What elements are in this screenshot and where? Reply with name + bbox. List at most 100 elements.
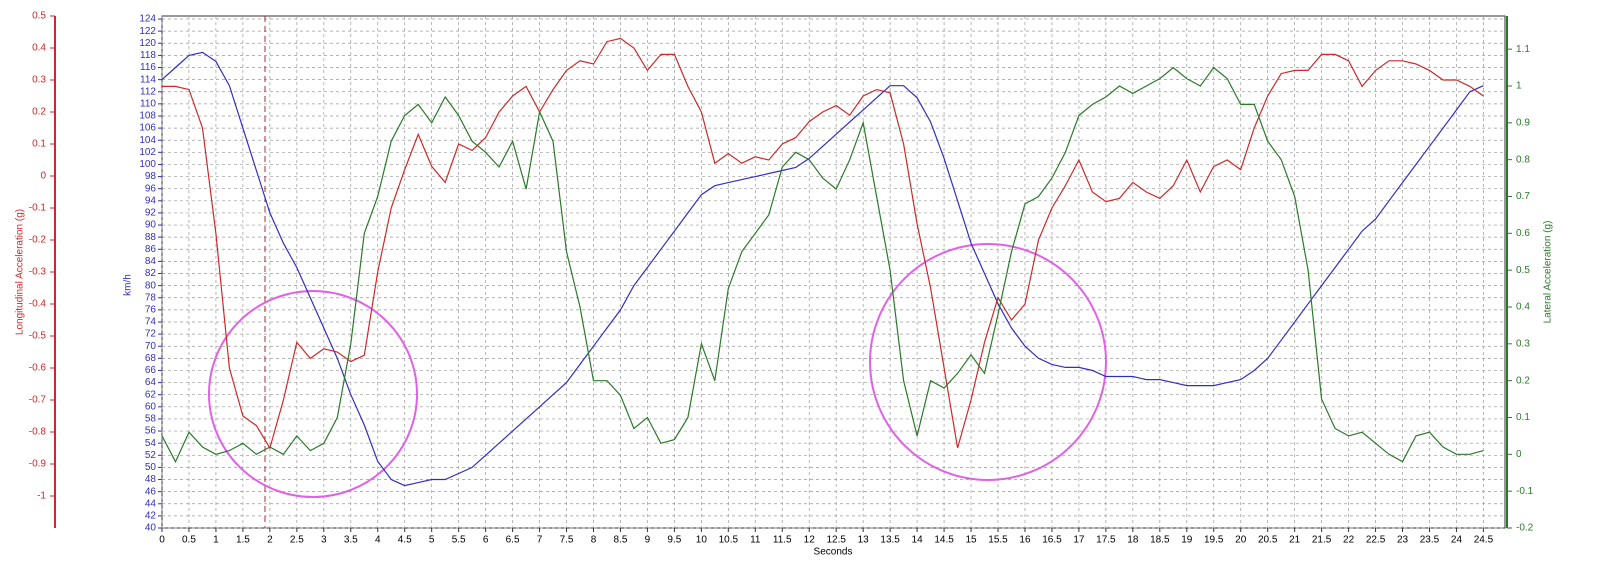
y-tick-label: 90 (145, 220, 157, 231)
y-tick-label: 58 (145, 414, 157, 425)
y3-tick-label: 0 (40, 171, 46, 182)
x-tick-label: 18.5 (1150, 535, 1170, 546)
y-tick-label: 116 (140, 62, 156, 73)
y-tick-label: 64 (145, 377, 157, 388)
highlight-circle (869, 243, 1107, 481)
x-tick-label: 16.5 (1042, 535, 1062, 546)
x-tick-label: 24.5 (1474, 535, 1494, 546)
y-tick-label: 66 (145, 365, 157, 376)
y2-tick-label: 1 (1516, 81, 1522, 92)
x-tick-label: 18 (1127, 535, 1139, 546)
y-tick-label: 120 (139, 38, 156, 49)
y-tick-label: 62 (145, 389, 157, 400)
y3-tick-label: -0.8 (29, 427, 47, 438)
y2-axis-label: Lateral Acceleration (g) (1543, 221, 1554, 324)
x-tick-label: 19.5 (1204, 535, 1224, 546)
y-tick-label: 54 (145, 438, 157, 449)
x-tick-label: 8.5 (614, 535, 628, 546)
x-tick-label: 19 (1181, 535, 1193, 546)
y3-tick-label: 0.3 (32, 75, 46, 86)
y2-tick-label: -0.1 (1516, 486, 1534, 497)
x-tick-label: 7 (537, 535, 543, 546)
x-tick-label: 0 (159, 535, 165, 546)
y-tick-label: 88 (145, 232, 157, 243)
x-tick-label: 13 (858, 535, 870, 546)
y3-tick-label: -1 (37, 491, 46, 502)
y-tick-label: 110 (140, 98, 156, 109)
x-tick-label: 5.5 (452, 535, 466, 546)
x-tick-label: 20 (1235, 535, 1247, 546)
x-tick-label: 5 (429, 535, 435, 546)
y3-tick-label: -0.2 (29, 235, 47, 246)
y-tick-label: 72 (145, 329, 157, 340)
x-tick-label: 9 (645, 535, 651, 546)
y-tick-label: 42 (145, 511, 157, 522)
x-tick-label: 13.5 (880, 535, 900, 546)
x-tick-label: 17 (1073, 535, 1085, 546)
x-tick-label: 10 (696, 535, 708, 546)
x-tick-label: 11 (750, 535, 761, 546)
x-tick-label: 14.5 (934, 535, 954, 546)
y-tick-label: 108 (139, 111, 156, 122)
y2-tick-label: 0 (1516, 449, 1522, 460)
y-tick-label: 56 (145, 426, 157, 437)
y3-tick-label: 0.5 (32, 11, 46, 22)
y2-tick-label: 0.4 (1516, 302, 1530, 313)
x-tick-label: 22 (1343, 535, 1355, 546)
x-tick-label: 16 (1019, 535, 1031, 546)
y-tick-label: 84 (145, 256, 157, 267)
x-tick-label: 0.5 (182, 535, 196, 546)
x-tick-label: 10.5 (719, 535, 739, 546)
x-tick-label: 23 (1397, 535, 1409, 546)
x-tick-label: 23.5 (1420, 535, 1440, 546)
y-tick-label: 104 (139, 135, 156, 146)
y3-tick-label: 0.4 (32, 43, 46, 54)
y-tick-label: 68 (145, 353, 157, 364)
y-tick-label: 48 (145, 474, 157, 485)
y-tick-label: 78 (145, 292, 157, 303)
data-line (162, 37, 1484, 450)
y3-axis-label: Longitudinal Acceleration (g) (15, 209, 26, 335)
x-tick-label: 24 (1451, 535, 1463, 546)
y-tick-label: 86 (145, 244, 157, 255)
x-axis-label: Seconds (814, 547, 853, 558)
highlight-circle (208, 290, 418, 498)
y-tick-label: 44 (145, 498, 157, 509)
y3-tick-label: -0.4 (29, 299, 47, 310)
y-axis-label: km/h (123, 274, 134, 296)
y-tick-label: 76 (145, 305, 157, 316)
data-line (161, 66, 1484, 464)
y-tick-label: 70 (145, 341, 157, 352)
x-tick-label: 7.5 (560, 535, 574, 546)
x-tick-label: 4.5 (398, 535, 412, 546)
y3-tick-label: -0.5 (29, 331, 47, 342)
y-tick-label: 102 (139, 147, 156, 158)
y2-tick-label: 1.1 (1516, 44, 1530, 55)
y-tick-label: 118 (140, 50, 156, 61)
y2-tick-label: -0.2 (1516, 523, 1534, 534)
y2-tick-label: 0.3 (1516, 338, 1530, 349)
x-tick-label: 1.5 (236, 535, 250, 546)
y-tick-label: 60 (145, 401, 157, 412)
y-tick-label: 124 (139, 14, 156, 25)
x-tick-label: 20.5 (1258, 535, 1278, 546)
y-tick-label: 52 (145, 450, 157, 461)
y-tick-label: 122 (139, 26, 156, 37)
x-tick-label: 9.5 (667, 535, 681, 546)
y3-tick-label: -0.1 (29, 203, 47, 214)
x-tick-label: 14 (912, 535, 924, 546)
y-tick-label: 40 (145, 523, 157, 534)
x-tick-label: 15 (965, 535, 977, 546)
data-line (161, 51, 1484, 487)
plot-area (161, 15, 1506, 529)
grid (161, 16, 1505, 529)
y-tick-label: 74 (145, 317, 157, 328)
y2-tick-label: 0.9 (1516, 117, 1530, 128)
y-tick-label: 112 (140, 86, 156, 97)
y-tick-label: 114 (140, 74, 156, 85)
x-tick-label: 17.5 (1096, 535, 1116, 546)
x-tick-label: 21 (1289, 535, 1301, 546)
y2-tick-label: 0.5 (1516, 265, 1530, 276)
x-tick-label: 2.5 (290, 535, 304, 546)
